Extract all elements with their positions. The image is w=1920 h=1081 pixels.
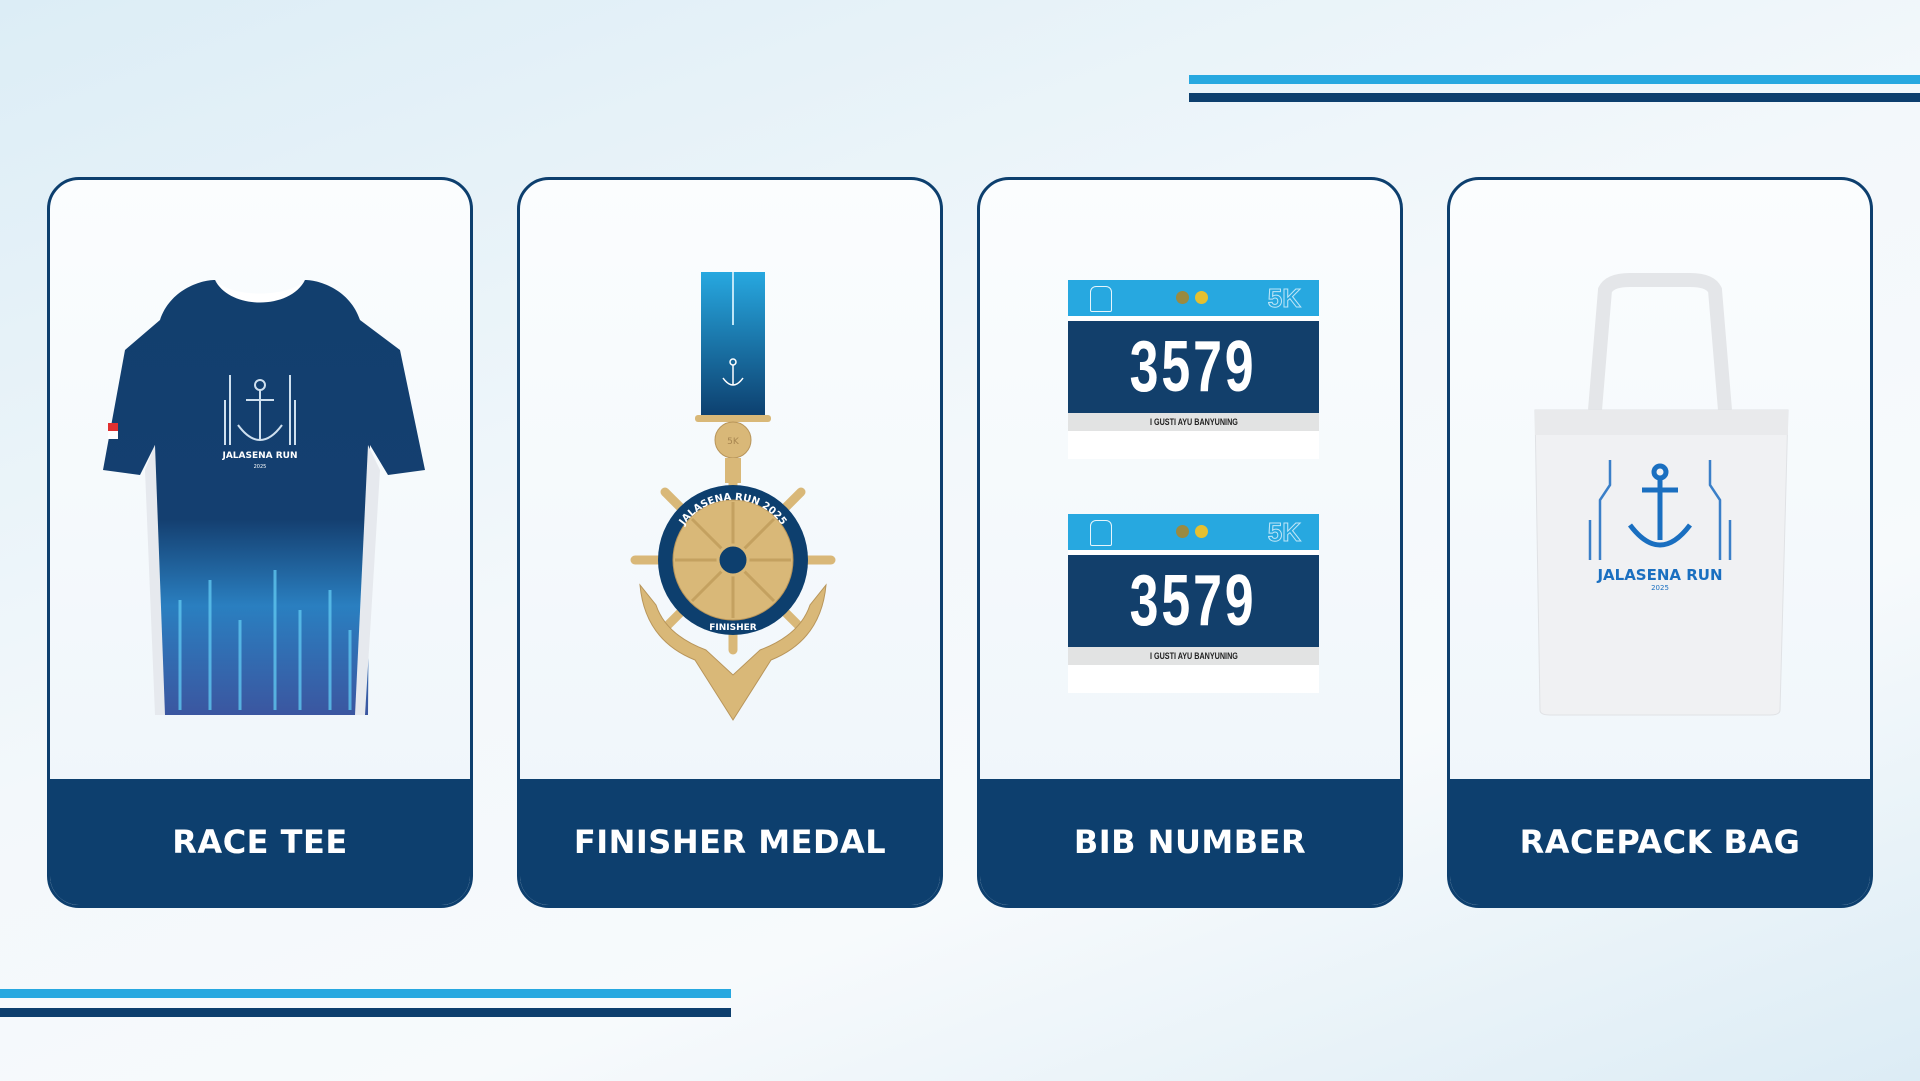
top-accent-line-dark — [1189, 93, 1920, 102]
event-logo-icon — [1090, 286, 1112, 312]
emblem-icon — [1195, 525, 1208, 538]
top-accent-line-light — [1189, 75, 1920, 84]
bib-number: 3579 — [1130, 327, 1257, 407]
race-tee-label: RACE TEE — [172, 823, 348, 861]
bib-header: 5K — [1068, 514, 1319, 550]
medal-finisher-text: FINISHER — [709, 623, 757, 633]
racepack-bag-label-band: RACEPACK BAG — [1450, 779, 1870, 905]
tee-logo-title: JALASENA RUN — [221, 451, 297, 461]
bib-front: 5K 3579 I GUSTI AYU BANYUNING — [1068, 280, 1319, 459]
racepack-bag-image: JALASENA RUN 2025 — [1534, 273, 1789, 716]
bag-logo-title: JALASENA RUN — [1596, 566, 1722, 584]
tee-logo-year: 2025 — [254, 464, 267, 470]
bib-back: 5K 3579 I GUSTI AYU BANYUNING — [1068, 514, 1319, 693]
bib-number-label: BIB NUMBER — [1073, 823, 1307, 861]
race-tee-image: JALASENA RUN 2025 — [103, 280, 425, 715]
bib-header: 5K — [1068, 280, 1319, 316]
race-tee-label-band: RACE TEE — [50, 779, 470, 905]
card-racepack-bag: JALASENA RUN 2025 RACEPACK BAG — [1447, 177, 1873, 908]
navy-seal-icon — [1176, 525, 1189, 538]
finisher-medal-label: FINISHER MEDAL — [573, 823, 887, 861]
medal-distance: 5K — [727, 437, 740, 447]
bib-runner-name: I GUSTI AYU BANYUNING — [1149, 651, 1238, 661]
bib-distance: 5K — [1267, 283, 1301, 314]
emblem-icon — [1195, 291, 1208, 304]
finisher-medal-image: 5K JALASENA RUN 2025 FINISHER — [630, 272, 836, 721]
event-logo-icon — [1090, 520, 1112, 546]
bag-logo-year: 2025 — [1651, 584, 1669, 592]
bottom-accent-line-light — [0, 989, 731, 998]
racepack-bag-label: RACEPACK BAG — [1519, 823, 1801, 861]
card-race-tee: JALASENA RUN 2025 RACE TEE — [47, 177, 473, 908]
card-finisher-medal: 5K JALASENA RUN 2025 FINISHER FINISHER M… — [517, 177, 943, 908]
navy-seal-icon — [1176, 291, 1189, 304]
card-bib-number: 5K 3579 I GUSTI AYU BANYUNING 5K 3579 I … — [977, 177, 1403, 908]
bib-distance: 5K — [1267, 517, 1301, 548]
bib-number: 3579 — [1130, 561, 1257, 641]
finisher-medal-label-band: FINISHER MEDAL — [520, 779, 940, 905]
bottom-accent-line-dark — [0, 1008, 731, 1017]
bib-runner-name: I GUSTI AYU BANYUNING — [1149, 417, 1238, 427]
bib-number-label-band: BIB NUMBER — [980, 779, 1400, 905]
